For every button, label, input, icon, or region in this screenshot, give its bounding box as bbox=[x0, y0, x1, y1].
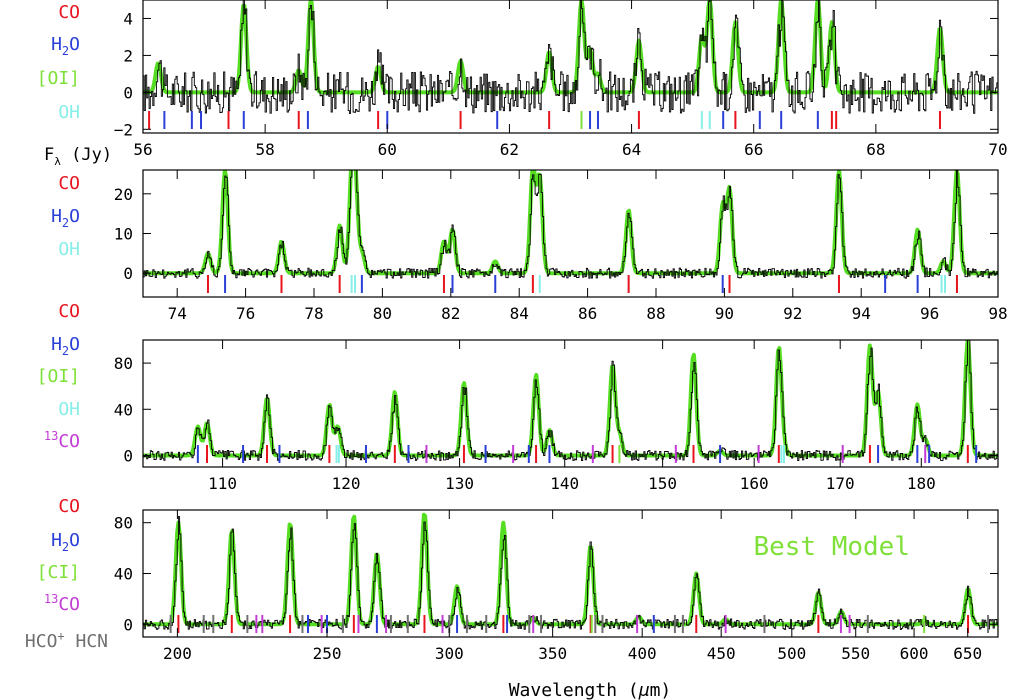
observed-spectrum-line bbox=[143, 516, 998, 630]
x-tick-label: 78 bbox=[304, 304, 323, 323]
model-spectrum-line bbox=[143, 170, 998, 276]
model-spectrum-line bbox=[143, 0, 998, 95]
y-tick-label: 0 bbox=[123, 264, 133, 283]
plot-frame bbox=[142, 339, 999, 468]
x-tick-label: 62 bbox=[500, 140, 519, 159]
x-tick-label: 82 bbox=[441, 304, 460, 323]
x-tick-label: 98 bbox=[988, 304, 1007, 323]
x-tick-label: 70 bbox=[988, 140, 1007, 159]
species-label-h2o: H2O bbox=[51, 334, 80, 358]
y-tick-label: 10 bbox=[114, 225, 133, 244]
x-tick-label: 76 bbox=[236, 304, 255, 323]
x-tick-label: 600 bbox=[900, 644, 929, 663]
species-label-oi: [OI] bbox=[37, 366, 80, 387]
x-tick-label: 130 bbox=[445, 474, 474, 493]
observed-spectrum-line bbox=[143, 0, 998, 114]
x-tick-label: 140 bbox=[550, 474, 579, 493]
species-label-oh: OH bbox=[58, 239, 80, 260]
y-tick-label: 80 bbox=[114, 354, 133, 373]
x-tick-label: 350 bbox=[538, 644, 567, 663]
species-label-co: CO bbox=[58, 2, 80, 23]
x-tick-label: 58 bbox=[256, 140, 275, 159]
y-tick-label: 0 bbox=[123, 615, 133, 634]
species-label-oh: OH bbox=[58, 399, 80, 420]
x-tick-label: 300 bbox=[435, 644, 464, 663]
x-tick-label: 60 bbox=[378, 140, 397, 159]
spectrum-panel: 0 40 80 200 250 300 350 400 450 500 550 600 650 CO H2O… bbox=[25, 496, 999, 663]
x-tick-label: 500 bbox=[777, 644, 806, 663]
x-tick-label: 450 bbox=[707, 644, 736, 663]
x-tick-label: 56 bbox=[133, 140, 152, 159]
y-tick-label: 20 bbox=[114, 185, 133, 204]
x-tick-label: 88 bbox=[646, 304, 665, 323]
x-tick-label: 170 bbox=[826, 474, 855, 493]
x-tick-label: 120 bbox=[332, 474, 361, 493]
y-tick-label: 0 bbox=[123, 446, 133, 465]
species-label-c13o: 13CO bbox=[44, 592, 80, 615]
species-label-hcn: HCO+ HCN bbox=[25, 629, 108, 652]
x-tick-label: 84 bbox=[510, 304, 529, 323]
x-tick-label: 250 bbox=[313, 644, 342, 663]
species-label-oh: OH bbox=[58, 102, 80, 123]
x-tick-label: 66 bbox=[744, 140, 763, 159]
spectrum-panel: 0 40 80 110 120 130 140 150 160 170 180 CO H2O [OI] OH… bbox=[37, 301, 999, 493]
x-tick-label: 64 bbox=[622, 140, 641, 159]
x-tick-label: 200 bbox=[163, 644, 192, 663]
best-model-annotation: Best Model bbox=[753, 532, 910, 562]
y-tick-label: −2 bbox=[114, 120, 133, 139]
x-tick-label: 400 bbox=[628, 644, 657, 663]
x-tick-label: 650 bbox=[953, 644, 982, 663]
x-tick-label: 80 bbox=[373, 304, 392, 323]
y-tick-label: 0 bbox=[123, 83, 133, 102]
plot-frame bbox=[142, 0, 999, 134]
spectrum-panel: 0 10 20 74 76 78 80 82 84 86 88 90 92 94 96 98 CO H2O OH bbox=[51, 169, 1008, 323]
y-tick-label: 4 bbox=[123, 9, 133, 28]
x-tick-label: 86 bbox=[578, 304, 597, 323]
y-tick-label: 40 bbox=[114, 400, 133, 419]
observed-spectrum-line bbox=[143, 170, 998, 279]
x-tick-label: 110 bbox=[208, 474, 237, 493]
x-tick-label: 160 bbox=[740, 474, 769, 493]
species-label-h2o: H2O bbox=[51, 206, 80, 230]
species-label-oi: [CI] bbox=[37, 562, 80, 583]
species-label-oi: [OI] bbox=[37, 68, 80, 89]
x-axis-label: Wavelength (μm) bbox=[509, 680, 672, 700]
plot-frame bbox=[142, 509, 999, 638]
x-tick-label: 90 bbox=[715, 304, 734, 323]
species-label-co: CO bbox=[58, 173, 80, 194]
x-tick-label: 550 bbox=[841, 644, 870, 663]
y-tick-label: 80 bbox=[114, 514, 133, 533]
flux-axis-label: Fλ (Jy) bbox=[44, 145, 112, 168]
x-tick-label: 92 bbox=[783, 304, 802, 323]
x-tick-label: 150 bbox=[648, 474, 677, 493]
species-label-co: CO bbox=[58, 496, 80, 517]
plot-frame bbox=[142, 169, 999, 298]
x-tick-label: 68 bbox=[866, 140, 885, 159]
species-label-h2o: H2O bbox=[51, 530, 80, 554]
species-label-h2o: H2O bbox=[51, 34, 80, 58]
x-tick-label: 96 bbox=[920, 304, 939, 323]
y-tick-label: 2 bbox=[123, 46, 133, 65]
spectrum-panel: −2 0 2 4 56 58 60 62 64 66 68 70 CO H2O [OI] OH bbox=[37, 0, 1008, 159]
observed-spectrum-line bbox=[143, 340, 998, 461]
x-tick-label: 74 bbox=[168, 304, 187, 323]
y-tick-label: 40 bbox=[114, 565, 133, 584]
x-tick-label: 180 bbox=[907, 474, 936, 493]
species-label-co: CO bbox=[58, 301, 80, 322]
x-tick-label: 94 bbox=[852, 304, 871, 323]
species-label-c13o: 13CO bbox=[44, 429, 80, 452]
